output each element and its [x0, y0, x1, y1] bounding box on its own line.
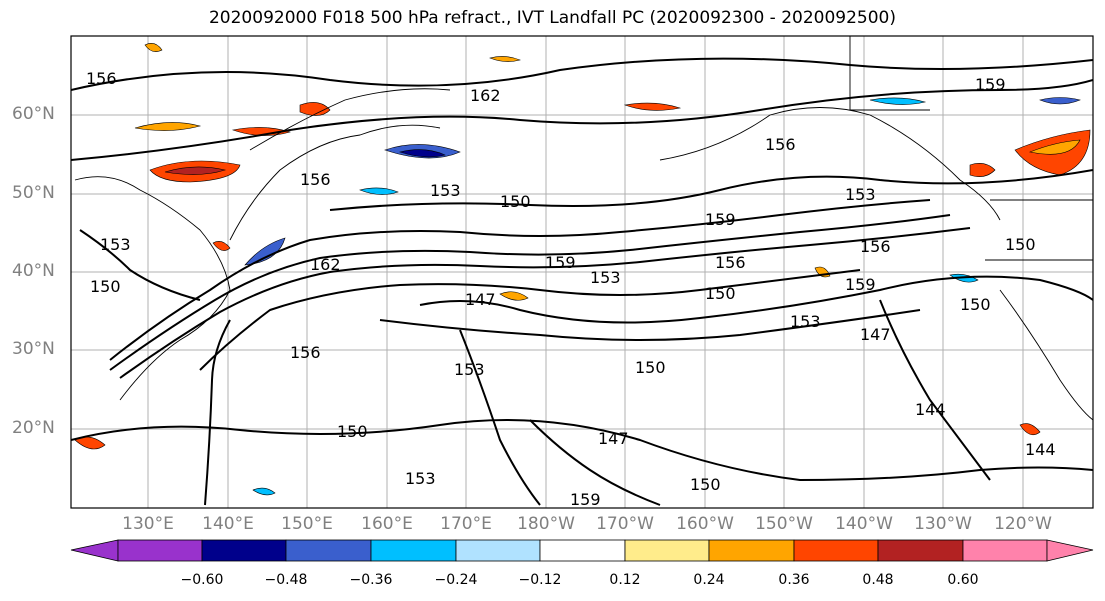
plot-frame: [70, 35, 1094, 509]
contour-label: 147: [598, 429, 629, 448]
lon-label: 170°E: [440, 514, 492, 534]
colorbar-tick: −0.36: [349, 572, 393, 588]
contour-lines: [71, 57, 1093, 506]
colorbar-swatch: [201, 539, 287, 562]
contour-label: 156: [860, 237, 891, 256]
contour-label: 147: [860, 325, 891, 344]
contour-label: 156: [290, 343, 321, 362]
lon-label: 150°W: [755, 514, 813, 534]
contour-label: 150: [635, 358, 666, 377]
colorbar-extend-high: [1046, 539, 1094, 562]
contour-label: 159: [975, 75, 1006, 94]
contour-label: 159: [570, 490, 601, 509]
contour-label: 153: [405, 469, 436, 488]
colorbar-swatch: [285, 539, 372, 562]
contour-label: 144: [915, 400, 946, 419]
shaded-field: [74, 43, 1091, 496]
colorbar: [70, 539, 1094, 562]
lat-label: 20°N: [12, 418, 55, 438]
lon-label: 130°E: [122, 514, 174, 534]
lon-label: 160°E: [361, 514, 413, 534]
contour-label: 156: [765, 135, 796, 154]
contour-label: 153: [430, 181, 461, 200]
contour-label: 162: [470, 86, 501, 105]
contour-label: 150: [1005, 235, 1036, 254]
lat-label: 30°N: [12, 339, 55, 359]
contour-label: 153: [454, 360, 485, 379]
contour-label: 153: [100, 235, 131, 254]
colorbar-swatch: [455, 539, 541, 562]
lon-label: 130°W: [914, 514, 972, 534]
colorbar-swatch: [877, 539, 964, 562]
contour-label: 150: [500, 192, 531, 211]
contour-label: 150: [960, 295, 991, 314]
contour-label-group: 156 162 159 153 150 156 153 150 156 162 …: [86, 69, 1056, 509]
contour-label: 150: [705, 284, 736, 303]
lat-label: 60°N: [12, 104, 55, 124]
contour-label: 156: [86, 69, 117, 88]
lon-label: 120°W: [994, 514, 1052, 534]
contour-label: 153: [845, 185, 876, 204]
lon-label: 140°E: [202, 514, 254, 534]
lon-label: 170°W: [596, 514, 654, 534]
colorbar-tick: −0.24: [434, 572, 478, 588]
contour-label: 159: [705, 210, 736, 229]
contour-label: 159: [845, 275, 876, 294]
lat-label: 50°N: [12, 183, 55, 203]
colorbar-tick: 0.12: [609, 572, 641, 588]
colorbar-swatch: [624, 539, 710, 562]
colorbar-tick: 0.60: [947, 572, 979, 588]
lon-label: 160°W: [676, 514, 734, 534]
contour-label: 144: [1025, 440, 1056, 459]
colorbar-swatch: [370, 539, 457, 562]
colorbar-swatch: [793, 539, 879, 562]
colorbar-tick: −0.60: [180, 572, 224, 588]
contour-label: 153: [590, 268, 621, 287]
contour-label: 153: [790, 312, 821, 331]
contour-label: 150: [90, 277, 121, 296]
lon-label: 150°E: [281, 514, 333, 534]
graticule: [71, 36, 1093, 508]
contour-label: 147: [465, 290, 496, 309]
colorbar-tick: −0.12: [518, 572, 562, 588]
colorbar-extend-low: [70, 539, 119, 562]
contour-label: 150: [337, 422, 368, 441]
colorbar-swatch: [539, 539, 626, 562]
colorbar-tick: −0.48: [264, 572, 308, 588]
colorbar-tick: 0.48: [862, 572, 894, 588]
contour-label: 162: [310, 255, 341, 274]
contour-label: 150: [690, 475, 721, 494]
contour-label: 159: [545, 253, 576, 272]
map-title: 2020092000 F018 500 hPa refract., IVT La…: [208, 8, 896, 28]
lat-label: 40°N: [12, 261, 55, 281]
colorbar-tick: 0.36: [778, 572, 810, 588]
colorbar-swatch: [117, 539, 203, 562]
lon-label: 180°W: [517, 514, 575, 534]
colorbar-swatch: [962, 539, 1048, 562]
colorbar-tick: 0.24: [693, 572, 725, 588]
lon-label: 140°W: [835, 514, 893, 534]
colorbar-swatch: [708, 539, 795, 562]
contour-label: 156: [300, 170, 331, 189]
contour-label: 156: [715, 253, 746, 272]
